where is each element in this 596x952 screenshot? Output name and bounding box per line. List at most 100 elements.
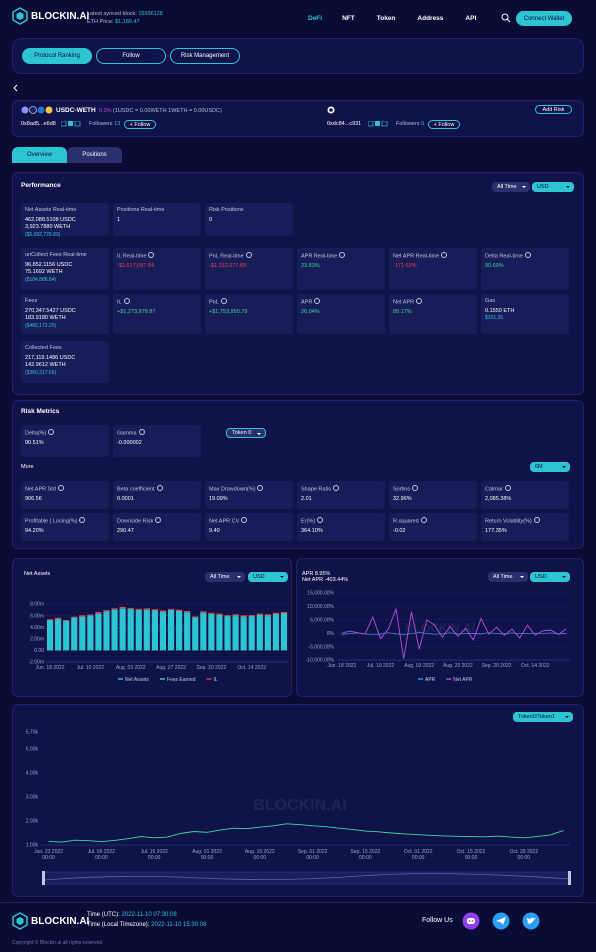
card-value: 9.40 (209, 528, 220, 534)
bar (224, 615, 231, 617)
card-label-text: Downside Risk (117, 518, 154, 525)
metric-card: PnL Real-time -$1,332,077.69 (205, 248, 293, 290)
metric-card: Shape Ratio 2.01 (297, 481, 385, 509)
nav-link[interactable]: Address (417, 15, 444, 22)
tab-bar (12, 38, 584, 74)
info-icon (416, 298, 423, 304)
card-label-text: Positions Real-time (117, 207, 165, 213)
metric-card: APR Real-time 23.83% (297, 248, 385, 290)
x-tick-label: Jul. 10 2022 (77, 665, 104, 671)
nav-link[interactable]: DeFi (308, 15, 323, 22)
tab[interactable]: Protocol Ranking (22, 48, 92, 64)
card-value: 270,347.5427 USDC (25, 307, 76, 314)
tab[interactable]: Risk Management (170, 48, 240, 64)
select[interactable]: All Time (205, 572, 245, 582)
card-label-text: Er(%) (301, 518, 316, 525)
utc-label: Time (UTC): (87, 912, 120, 918)
y-tick-label: 6.00m (30, 613, 44, 619)
info-icon (533, 517, 540, 523)
logo-text: BLOCKIN.AI (31, 915, 90, 927)
metric-card: Er(%) 364.10% (297, 513, 385, 541)
metric-card: R-squared -0.02 (389, 513, 477, 541)
search-icon[interactable] (501, 13, 511, 23)
card-value: 142.9612 WETH (25, 362, 66, 368)
select[interactable]: All Time (488, 572, 528, 582)
info-icon (245, 252, 252, 258)
line (341, 607, 567, 659)
select[interactable]: 6M (530, 462, 570, 472)
card-label: Collected Fees (25, 345, 105, 353)
metric-card: Fees 270,347.5427 USDC 183.9180 WETH ($480,… (21, 294, 109, 334)
bar (151, 610, 158, 651)
logo[interactable]: BLOCKIN.AI (12, 7, 89, 25)
select[interactable]: USD (532, 182, 574, 192)
card-value: 906.56 (25, 496, 42, 502)
navigator-handle[interactable] (42, 871, 45, 885)
card-label: Positions Real-time (117, 207, 197, 215)
bar (248, 615, 255, 617)
bar (176, 610, 183, 612)
card-value: 0 (209, 216, 213, 223)
select[interactable]: All Time (492, 182, 530, 192)
card-label-text: IL Real-time (117, 253, 147, 260)
card-label-text: Net APR CV (209, 518, 240, 525)
block: 15936128 (138, 11, 163, 17)
info-icon (314, 298, 321, 304)
metric-card: Return Volatility(%) 177.35% (481, 513, 569, 541)
y-tick-label: 8.00m (30, 602, 44, 608)
address[interactable]: 0x8ad5...e6d8 (21, 121, 56, 127)
metric-card: unCollect Fees Real-time 96,852.1156 USDC… (21, 248, 109, 290)
y-tick-label: 5.70k (26, 730, 39, 736)
select[interactable]: USD (248, 572, 288, 582)
bar (224, 616, 231, 651)
bar (167, 609, 175, 611)
card-label-text: Calmar (485, 486, 503, 493)
select[interactable]: Token0/Token1 (513, 712, 573, 722)
view-tab[interactable]: Overview (12, 147, 67, 163)
view-tab[interactable]: Positions (67, 147, 122, 163)
follow-button[interactable]: + Follow (428, 120, 460, 129)
add-risk-button[interactable]: Add Risk (535, 105, 572, 114)
select[interactable]: Token 0 (226, 428, 266, 438)
nav-link[interactable]: NFT (342, 15, 355, 22)
card-label-text: Delta(%) (25, 430, 47, 437)
nav-link[interactable]: API (465, 15, 477, 22)
logo-icon (12, 912, 28, 930)
bar (176, 611, 183, 651)
bar (272, 612, 279, 615)
info-icon (138, 429, 145, 435)
y-tick-label: 1.00k (26, 843, 39, 849)
followers-label: Followers (89, 121, 113, 127)
info-icon (123, 298, 130, 304)
token-icons (21, 106, 53, 114)
y-tick-label: -10,000.00% (306, 658, 335, 664)
x-tick-label: Jun. 18 2022 (327, 663, 356, 669)
address[interactable]: 0xdc84...c931 (327, 121, 362, 127)
card-label: APR Real-time (301, 252, 381, 261)
card-label-text: Max Drawdown(%) (209, 486, 256, 493)
local-label: Time (Local Timezone): (87, 922, 150, 928)
bar (232, 615, 239, 617)
card-value: 290.47 (117, 528, 134, 534)
local-value: 2022-11-10 15:30:08 (151, 922, 207, 928)
card-label: Shape Ratio (301, 485, 381, 494)
card-label-text: Beta coefficient (117, 486, 155, 493)
pool-box (12, 100, 584, 137)
nav-link[interactable]: Token (376, 15, 396, 22)
connect-wallet[interactable]: Connect Wallet (516, 11, 572, 26)
logo-icon (12, 7, 28, 25)
bar (256, 614, 263, 616)
card-value: 26.04% (301, 309, 320, 315)
x-tick-label: Sep. 20 2022 (482, 663, 512, 669)
select[interactable]: USD (530, 572, 570, 582)
back-arrow[interactable] (12, 84, 20, 92)
logo[interactable]: BLOCKIN.AI (12, 912, 89, 930)
follow-button[interactable]: + Follow (124, 120, 156, 129)
navigator[interactable] (43, 871, 571, 885)
navigator-handle[interactable] (568, 871, 571, 885)
legend-label: Fees Earned (167, 677, 196, 683)
x-tick-label: Oct. 01 2022 00:00 (403, 849, 433, 861)
tab[interactable]: Follow (96, 48, 166, 64)
card-value: -0.02 (393, 528, 406, 534)
card-label-text: PnL Real-time (209, 253, 244, 260)
